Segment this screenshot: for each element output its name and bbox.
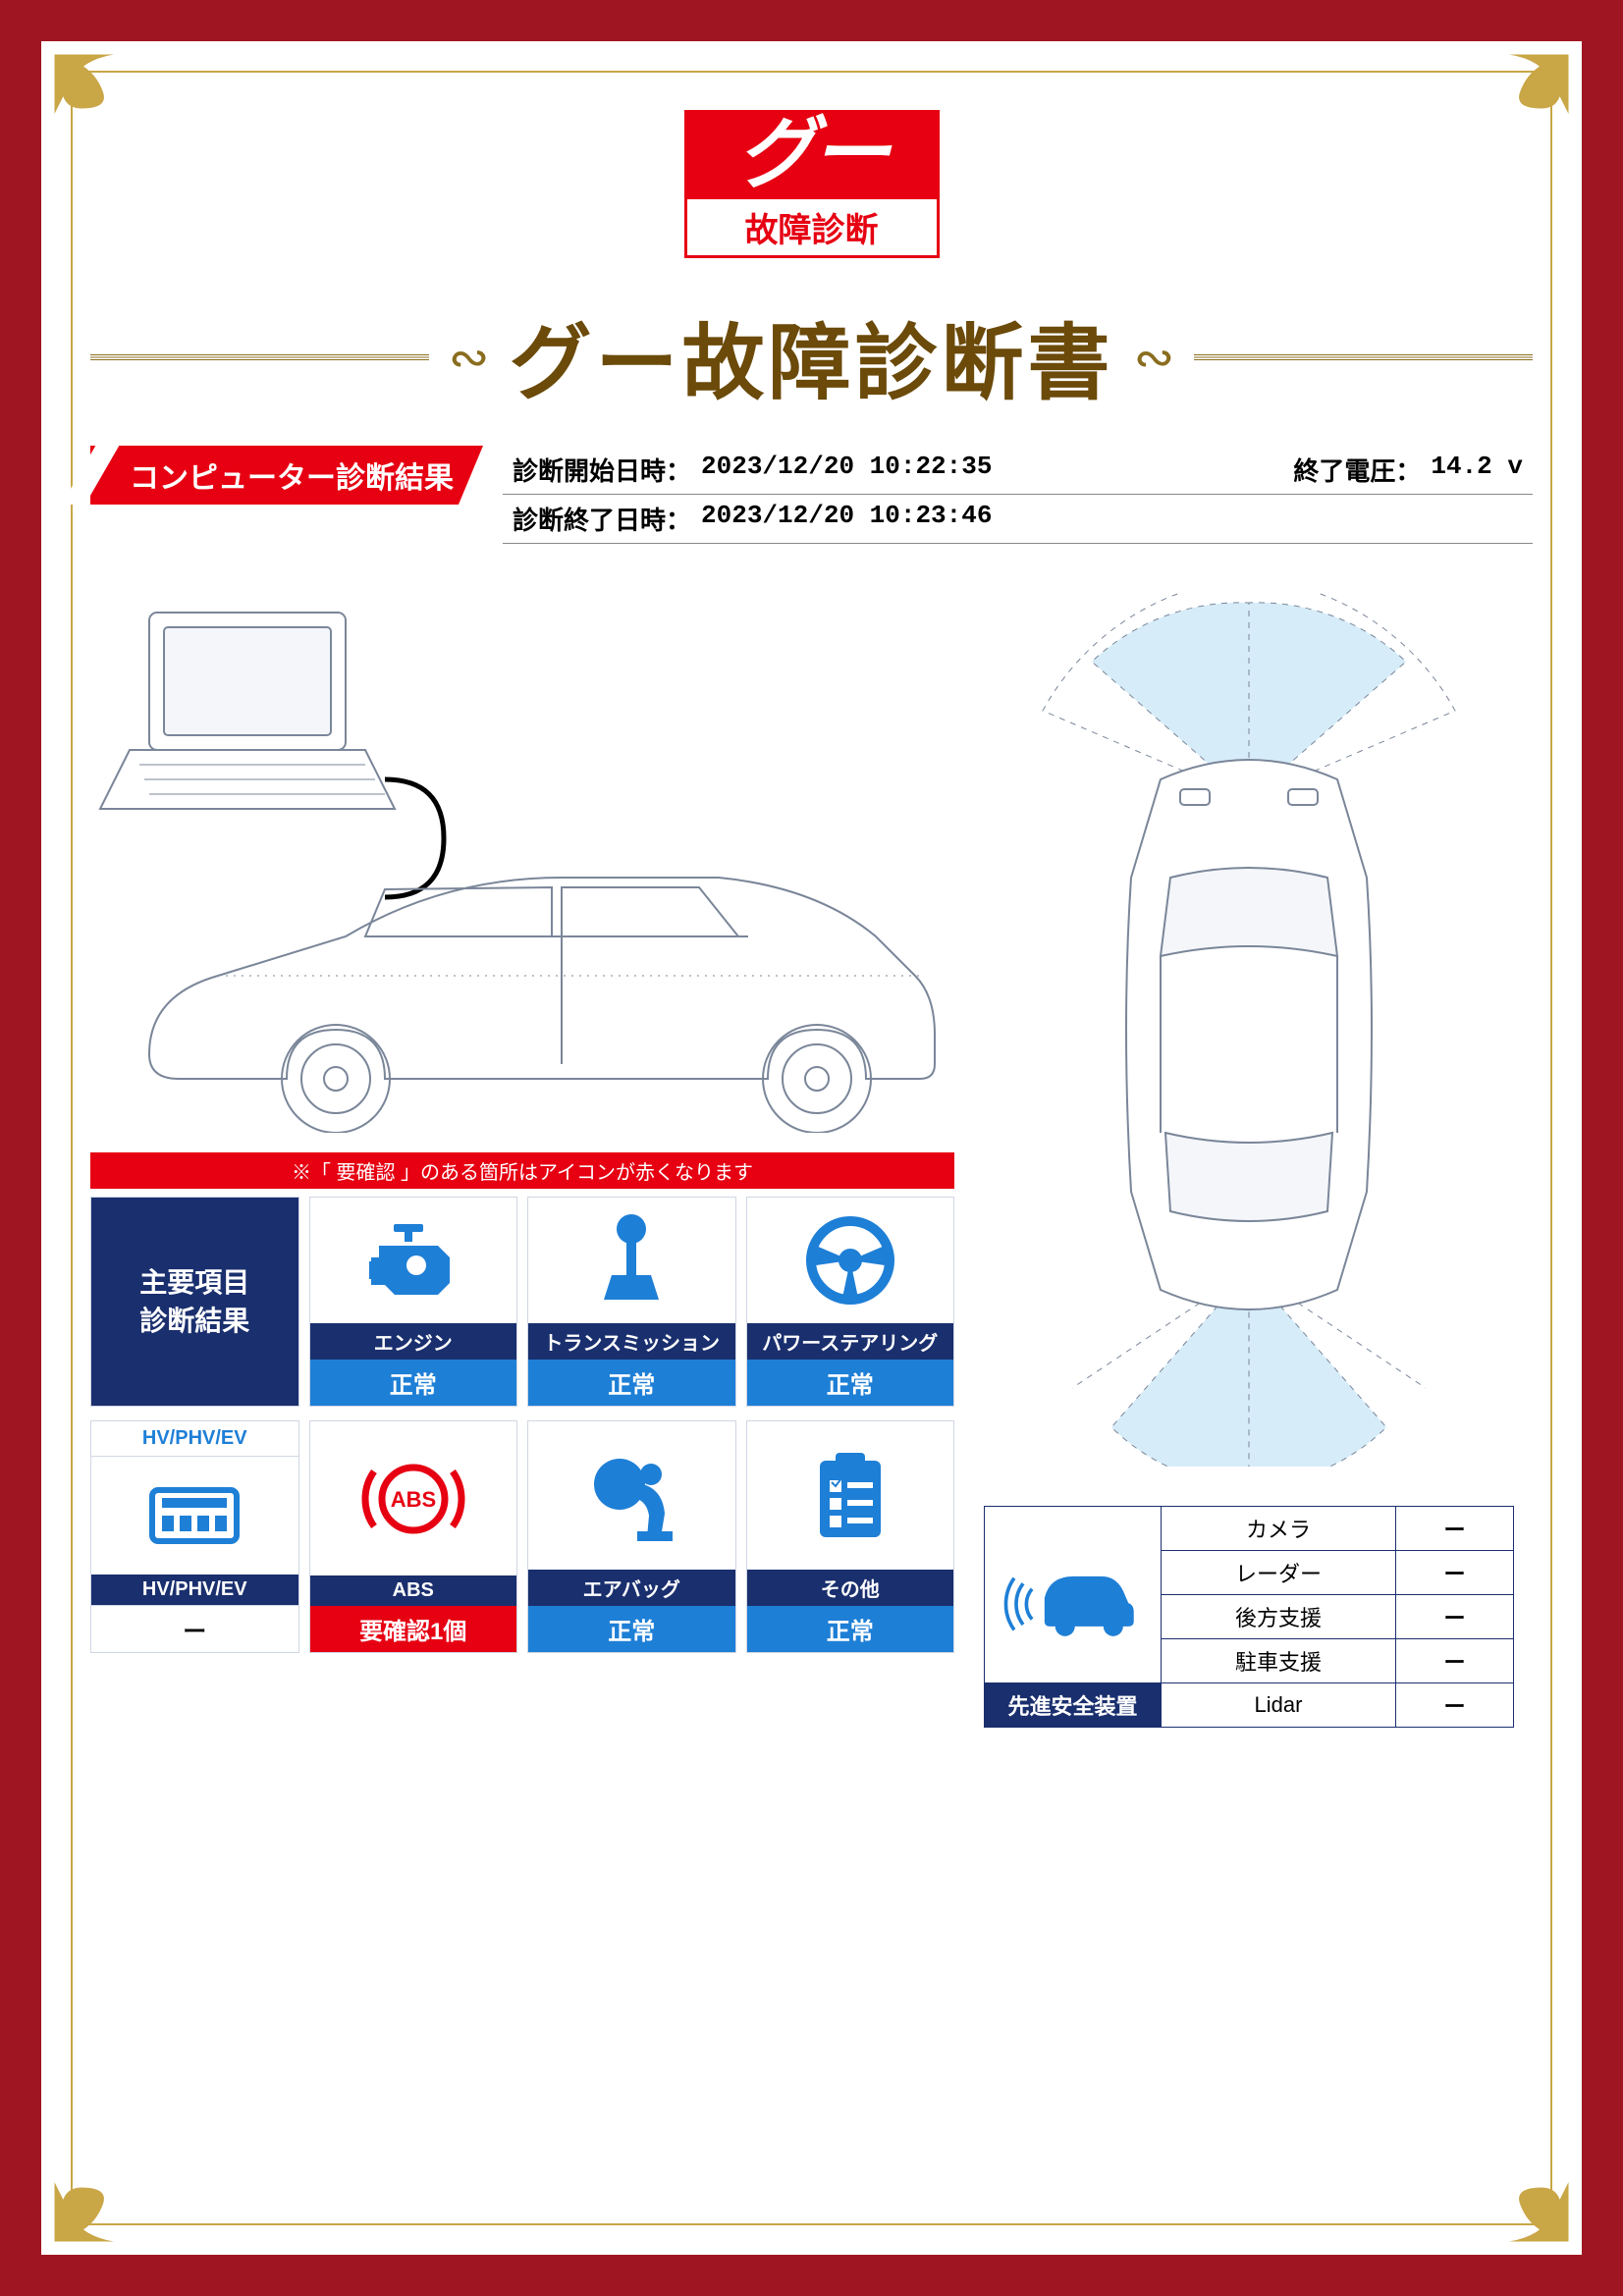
- diag-cell-other: その他 正常: [746, 1420, 955, 1653]
- clipboard-icon: [747, 1421, 954, 1570]
- diag-status: 正常: [747, 1360, 954, 1406]
- safety-block: カメラーレーダーー後方支援ー駐車支援ー先進安全装置Lidarー: [984, 1506, 1514, 1728]
- safety-row-value: ー: [1396, 1639, 1514, 1683]
- meta-start-value: 2023/12/20 10:22:35: [701, 452, 992, 488]
- logo-top-text: グー: [687, 113, 937, 199]
- meta-column: 診断開始日時： 2023/12/20 10:22:35 終了電圧： 14.2 v…: [503, 446, 1533, 544]
- transmission-icon: [528, 1198, 735, 1323]
- safety-row-label: Lidar: [1162, 1683, 1396, 1728]
- brand-logo: グー 故障診断: [684, 110, 940, 258]
- table-row: カメラー: [985, 1507, 1514, 1551]
- diag-header-cell: 主要項目 診断結果: [90, 1197, 299, 1407]
- safety-row-label: レーダー: [1162, 1551, 1396, 1595]
- meta-row-1: 診断開始日時： 2023/12/20 10:22:35 終了電圧： 14.2 v: [503, 446, 1533, 495]
- section-tag: コンピューター診断結果: [90, 446, 483, 505]
- diagram-area: ※「 要確認 」のある箇所はアイコンが赤くなります 主要項目 診断結果 エンジン…: [90, 583, 1533, 1728]
- meta-voltage-label: 終了電圧：: [1293, 452, 1421, 488]
- diag-grid-row1: 主要項目 診断結果 エンジン 正常 トランスミッション: [90, 1197, 954, 1407]
- diag-status: 正常: [747, 1606, 954, 1652]
- diag-status: 正常: [310, 1360, 517, 1406]
- corner-ornament-icon: [1466, 49, 1574, 157]
- safety-row-label: カメラ: [1162, 1507, 1396, 1551]
- diag-label: エアバッグ: [528, 1570, 735, 1606]
- title-rule-right: [1194, 354, 1533, 360]
- diag-status: ー: [91, 1605, 298, 1652]
- diag-label: トランスミッション: [528, 1323, 735, 1360]
- logo-block: グー 故障診断: [90, 110, 1533, 258]
- engine-icon: [310, 1198, 517, 1323]
- diag-status: 正常: [528, 1360, 735, 1406]
- diag-label: HV/PHV/EV: [91, 1575, 298, 1605]
- abs-icon: ABS: [310, 1421, 517, 1575]
- safety-row-value: ー: [1396, 1507, 1514, 1551]
- title-rule-left: [90, 354, 429, 360]
- diag-status: 要確認1個: [310, 1606, 517, 1652]
- car-topview-illustration: [984, 583, 1514, 1467]
- flourish-icon: ∾: [449, 329, 490, 386]
- diag-cell-steering: パワーステアリング 正常: [746, 1197, 955, 1407]
- diag-label: ABS: [310, 1575, 517, 1606]
- diag-label: その他: [747, 1570, 954, 1606]
- document-title: グー故障診断書: [510, 297, 1114, 416]
- steering-icon: [747, 1198, 954, 1323]
- section-header-row: コンピューター診断結果 診断開始日時： 2023/12/20 10:22:35 …: [90, 446, 1533, 544]
- safety-row-label: 駐車支援: [1162, 1639, 1396, 1683]
- diag-top-label: HV/PHV/EV: [91, 1421, 298, 1457]
- diag-cell-hvev: HV/PHV/EV HV/PHV/EV ー: [90, 1420, 299, 1653]
- diag-label: エンジン: [310, 1323, 517, 1360]
- diag-cell-airbag: エアバッグ 正常: [527, 1420, 736, 1653]
- diagram-right: カメラーレーダーー後方支援ー駐車支援ー先進安全装置Lidarー: [984, 583, 1514, 1728]
- hvev-icon: [91, 1457, 298, 1575]
- flourish-icon: ∾: [1134, 329, 1175, 386]
- diagram-left: ※「 要確認 」のある箇所はアイコンが赤くなります 主要項目 診断結果 エンジン…: [90, 583, 954, 1653]
- meta-end-value: 2023/12/20 10:23:46: [701, 501, 992, 537]
- corner-ornament-icon: [49, 2139, 157, 2247]
- svg-text:ABS: ABS: [391, 1487, 436, 1512]
- diag-cell-transmission: トランスミッション 正常: [527, 1197, 736, 1407]
- airbag-icon: [528, 1421, 735, 1570]
- logo-bottom-text: 故障診断: [687, 199, 937, 255]
- inner-frame: グー 故障診断 ∾ グー故障診断書 ∾ コンピューター診断結果 診断開始日時： …: [41, 41, 1582, 2255]
- diag-status: 正常: [528, 1606, 735, 1652]
- diag-header-text: 主要項目 診断結果: [139, 1263, 249, 1340]
- diag-cell-abs: ABS ABS 要確認1個: [309, 1420, 518, 1653]
- diag-cell-engine: エンジン 正常: [309, 1197, 518, 1407]
- safety-row-value: ー: [1396, 1595, 1514, 1639]
- safety-row-value: ー: [1396, 1683, 1514, 1728]
- corner-ornament-icon: [1466, 2139, 1574, 2247]
- note-bar: ※「 要確認 」のある箇所はアイコンが赤くなります: [90, 1152, 954, 1189]
- safety-header: 先進安全装置: [985, 1683, 1162, 1728]
- safety-row-label: 後方支援: [1162, 1595, 1396, 1639]
- laptop-car-illustration: [90, 583, 954, 1133]
- safety-row-value: ー: [1396, 1551, 1514, 1595]
- meta-row-2: 診断終了日時： 2023/12/20 10:23:46: [503, 495, 1533, 544]
- meta-voltage-value: 14.2 v: [1431, 452, 1523, 488]
- title-row: ∾ グー故障診断書 ∾: [90, 297, 1533, 416]
- safety-table: カメラーレーダーー後方支援ー駐車支援ー先進安全装置Lidarー: [984, 1506, 1514, 1728]
- corner-ornament-icon: [49, 49, 157, 157]
- safety-icon-cell: [985, 1507, 1162, 1683]
- table-row: 先進安全装置Lidarー: [985, 1683, 1514, 1728]
- meta-end-label: 診断終了日時：: [513, 501, 691, 537]
- page-frame: グー 故障診断 ∾ グー故障診断書 ∾ コンピューター診断結果 診断開始日時： …: [0, 0, 1623, 2296]
- meta-start-label: 診断開始日時：: [513, 452, 691, 488]
- section-tag-wrap: コンピューター診断結果: [90, 446, 483, 505]
- diag-label: パワーステアリング: [747, 1323, 954, 1360]
- diag-grid-row2: HV/PHV/EV HV/PHV/EV ー ABS ABS 要確認1個: [90, 1420, 954, 1653]
